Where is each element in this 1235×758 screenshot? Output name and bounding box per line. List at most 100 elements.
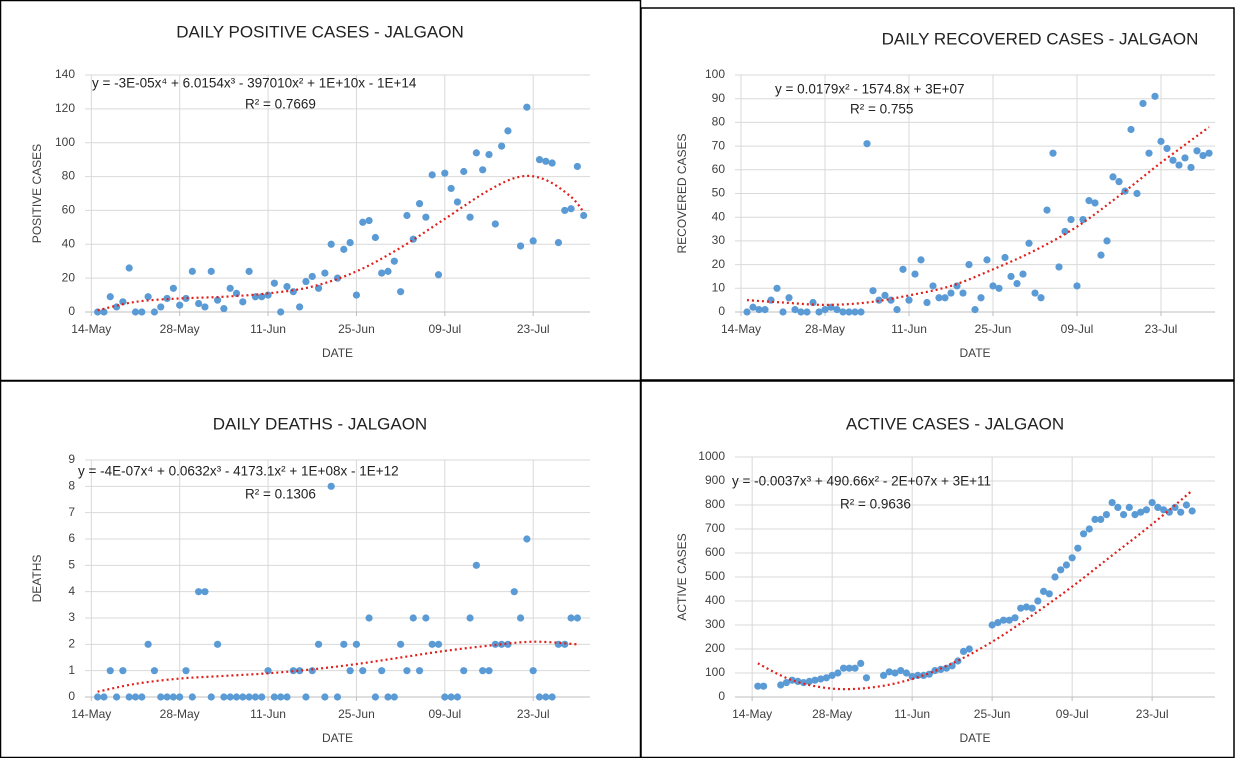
- data-point: [542, 157, 550, 165]
- data-point: [529, 237, 537, 245]
- data-point: [220, 305, 228, 313]
- y-tick-label: 1: [68, 663, 75, 677]
- data-point: [340, 640, 348, 648]
- data-point: [1102, 510, 1111, 519]
- data-point: [845, 664, 853, 672]
- y-tick-label: 20: [712, 257, 726, 271]
- data-point: [1199, 151, 1207, 160]
- data-point: [1097, 251, 1105, 259]
- data-point: [239, 298, 247, 306]
- data-point: [959, 289, 967, 297]
- data-point: [125, 264, 133, 272]
- data-point: [1062, 561, 1071, 569]
- data-point: [333, 693, 342, 701]
- data-point: [479, 667, 487, 675]
- data-point: [308, 667, 316, 675]
- data-point: [1181, 154, 1189, 162]
- data-point: [1157, 137, 1165, 145]
- y-tick-label: 300: [705, 617, 725, 631]
- data-point: [138, 308, 146, 316]
- data-point: [245, 693, 253, 701]
- data-point: [232, 693, 241, 701]
- data-point: [911, 270, 919, 278]
- data-point: [1108, 499, 1116, 507]
- x-tick-label: 28-May: [805, 322, 845, 336]
- data-point: [314, 640, 323, 648]
- data-point: [1043, 206, 1051, 214]
- data-point: [983, 256, 991, 264]
- data-point: [453, 693, 462, 701]
- data-point: [1137, 508, 1145, 516]
- data-point: [782, 679, 791, 687]
- y-tick-label: 600: [705, 545, 725, 559]
- data-point: [573, 614, 581, 622]
- data-point: [1133, 189, 1141, 198]
- data-point: [321, 693, 329, 701]
- data-point: [580, 211, 588, 220]
- data-point: [754, 682, 762, 690]
- data-point: [1057, 566, 1065, 574]
- trend-equation: y = -3E-05x⁴ + 6.0154x³ - 397010x² + 1E+…: [92, 76, 417, 91]
- data-point: [523, 103, 531, 111]
- data-point: [1159, 506, 1168, 514]
- data-point: [346, 667, 354, 675]
- data-point: [1005, 616, 1013, 624]
- data-point: [971, 306, 979, 314]
- data-point: [1022, 603, 1031, 611]
- data-point: [239, 693, 247, 701]
- data-point: [809, 298, 817, 307]
- data-point: [857, 308, 865, 316]
- y-tick-label: 200: [705, 641, 725, 655]
- y-tick-label: 8: [68, 479, 75, 493]
- data-point: [441, 693, 449, 701]
- x-tick-label: 09-Jul: [1061, 322, 1094, 336]
- data-point: [1037, 294, 1045, 302]
- data-point: [535, 693, 544, 701]
- data-point: [150, 308, 159, 316]
- data-point: [1051, 573, 1059, 581]
- data-point: [1119, 510, 1128, 519]
- data-point: [879, 671, 888, 680]
- y-tick-label: 900: [705, 473, 725, 487]
- data-point: [791, 306, 799, 314]
- data-point: [213, 296, 222, 304]
- data-point: [422, 614, 430, 622]
- data-point: [1205, 149, 1213, 157]
- data-point: [138, 693, 146, 701]
- y-tick-label: 50: [712, 186, 726, 200]
- x-tick-label: 25-Jun: [975, 322, 1012, 336]
- data-point: [150, 667, 159, 675]
- data-point: [779, 308, 787, 316]
- data-point: [1074, 544, 1082, 552]
- data-point: [327, 240, 335, 248]
- data-point: [1085, 525, 1093, 533]
- data-point: [1097, 515, 1105, 524]
- x-tick-label: 09-Jul: [428, 322, 461, 336]
- data-point: [1001, 253, 1009, 262]
- data-point: [821, 306, 829, 314]
- data-point: [1045, 590, 1053, 598]
- data-point: [535, 156, 544, 164]
- x-tick-label: 14-May: [721, 322, 761, 336]
- data-point: [365, 216, 373, 225]
- y-tick-label: 80: [62, 169, 76, 183]
- data-point: [176, 693, 184, 701]
- x-tick-label: 14-May: [732, 707, 772, 721]
- data-point: [258, 693, 266, 701]
- data-point: [891, 669, 899, 677]
- data-point: [881, 291, 889, 300]
- data-point: [1091, 515, 1099, 524]
- y-tick-label: 3: [68, 610, 75, 624]
- data-point: [340, 245, 348, 253]
- y-tick-label: 60: [62, 203, 76, 217]
- y-tick-label: 5: [68, 558, 75, 572]
- data-point: [811, 676, 819, 684]
- data-point: [1034, 597, 1042, 605]
- data-point: [822, 674, 831, 682]
- data-point: [182, 667, 190, 675]
- data-point: [561, 206, 569, 215]
- data-point: [902, 669, 911, 677]
- y-tick-label: 60: [712, 162, 726, 176]
- data-point: [144, 640, 152, 648]
